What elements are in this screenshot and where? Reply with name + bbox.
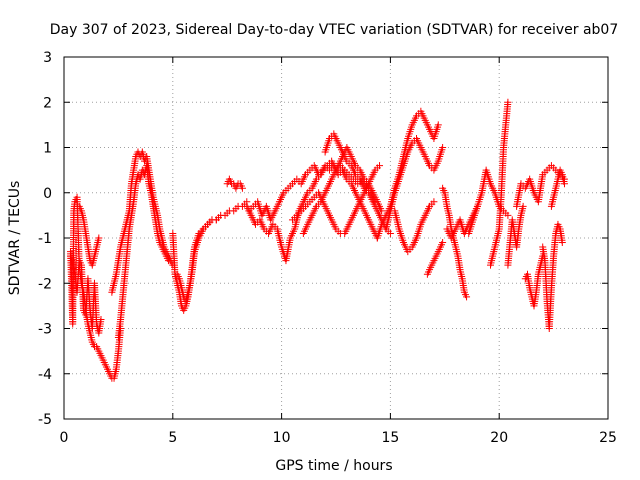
series-trace-b: [67, 252, 105, 337]
data-point: [434, 121, 442, 129]
chart-title: Day 307 of 2023, Sidereal Day-to-day VTE…: [50, 22, 619, 38]
x-axis-label: GPS time / hours: [275, 458, 392, 474]
axis-ticks: 0 5 10 15 20 25 -5 -4 -3 -2 -1 0 1 2 3: [38, 50, 617, 446]
series-trace-n: [373, 107, 442, 242]
y-tick-label: 0: [43, 186, 52, 202]
data-point: [519, 202, 527, 210]
x-tick-label: 20: [490, 430, 508, 446]
data-point: [560, 180, 568, 188]
data-point: [238, 184, 246, 192]
series-trace-o: [382, 134, 447, 233]
series-trace-h: [223, 175, 246, 192]
x-tick-label: 25: [599, 430, 617, 446]
series-trace-e: [114, 162, 172, 342]
x-tick-label: 5: [168, 430, 177, 446]
data-point: [95, 234, 103, 242]
series-trace-q: [423, 239, 447, 278]
y-tick-label: 3: [43, 50, 52, 66]
data-point: [376, 162, 384, 170]
data-point: [97, 315, 105, 323]
series-trace-m: [321, 130, 394, 237]
x-tick-label: 15: [381, 430, 399, 446]
data-point: [558, 239, 566, 247]
series-trace-w: [504, 202, 527, 269]
y-tick-label: -2: [38, 276, 52, 292]
y-tick-label: 2: [43, 95, 52, 111]
data-point: [504, 211, 512, 219]
y-tick-label: -4: [38, 367, 52, 383]
series-trace-u: [486, 98, 512, 269]
y-tick-label: -1: [38, 231, 52, 247]
series-trace-p: [391, 198, 438, 256]
y-tick-label: -5: [38, 412, 52, 428]
grid: [64, 57, 608, 419]
series-trace-y: [539, 220, 566, 332]
series-trace-x: [521, 252, 547, 310]
data-point: [212, 216, 220, 224]
data-marks: [67, 98, 568, 382]
data-point: [430, 198, 438, 206]
x-tick-label: 0: [60, 430, 69, 446]
y-tick-label: -3: [38, 322, 52, 338]
data-point: [504, 98, 512, 106]
data-point: [463, 293, 471, 301]
series-trace-g: [173, 216, 220, 305]
data-point: [439, 239, 447, 247]
data-point: [386, 229, 394, 237]
x-tick-label: 10: [273, 430, 291, 446]
data-point: [439, 144, 447, 151]
y-axis-label: SDTVAR / TECUs: [7, 181, 23, 296]
series-trace-c: [75, 202, 103, 269]
series-trace-z: [547, 166, 568, 210]
y-tick-label: 1: [43, 141, 52, 157]
